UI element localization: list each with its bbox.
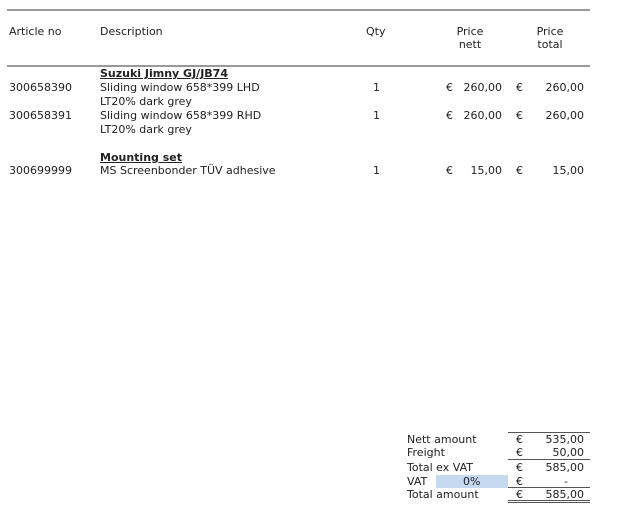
price-total: 260,00 [545,109,585,122]
total-ex-vat-label: Total ex VAT [407,461,473,474]
freight-label: Freight [407,446,445,459]
vat-highlight [436,475,508,488]
header-article: Article no [9,25,62,38]
price-total: 15,00 [552,164,585,177]
description: MS Screenbonder TÜV adhesive [100,164,276,177]
total-ex-vat: 585,00 [545,461,585,474]
price-nett: 15,00 [470,164,503,177]
header-rule [7,65,590,67]
price-nett: 260,00 [463,81,503,94]
nett-amount: 535,00 [545,433,585,446]
description-line2: LT20% dark grey [100,95,192,108]
header-price-total: Price total [536,25,564,51]
header-qty: Qty [366,25,386,38]
article-no: 300699999 [9,164,72,177]
section-title: Mounting set [100,151,182,164]
currency: € [446,164,453,177]
article-no: 300658391 [9,109,72,122]
vat: - [564,475,568,488]
totals-rule [508,432,590,433]
currency: € [446,81,453,94]
qty: 1 [373,81,380,94]
price-nett: 260,00 [463,109,503,122]
totals-double-rule [508,500,590,503]
currency: € [516,109,523,122]
vat-rate: 0% [463,475,481,488]
header-price-nett: Price nett [456,25,484,51]
totals-rule [508,459,590,460]
qty: 1 [373,109,380,122]
freight: 50,00 [552,446,585,459]
totals-rule [508,487,590,488]
currency: € [516,433,523,446]
currency: € [516,488,523,501]
currency: € [446,109,453,122]
description: Sliding window 658*399 RHD [100,109,262,122]
total-amount: 585,00 [545,488,585,501]
currency: € [516,461,523,474]
section-title: Suzuki Jimny GJ/JB74 [100,67,228,80]
article-no: 300658390 [9,81,72,94]
currency: € [516,475,523,488]
total-amount-label: Total amount [407,488,479,501]
currency: € [516,81,523,94]
top-rule [7,9,590,11]
description-line2: LT20% dark grey [100,123,192,136]
currency: € [516,164,523,177]
header-description: Description [100,25,163,38]
price-total: 260,00 [545,81,585,94]
nett-amount-label: Nett amount [407,433,477,446]
description: Sliding window 658*399 LHD [100,81,260,94]
vat-label: VAT [407,475,428,488]
qty: 1 [373,164,380,177]
currency: € [516,446,523,459]
